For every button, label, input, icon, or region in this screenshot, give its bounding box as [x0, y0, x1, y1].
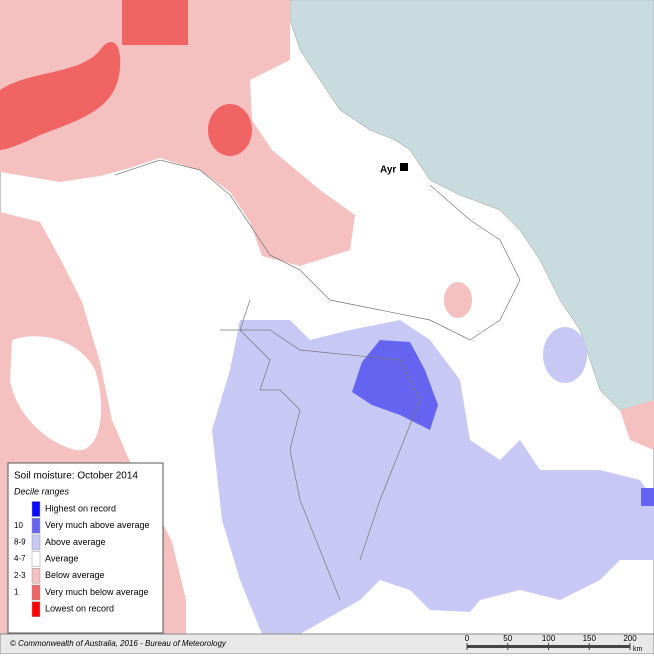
above-average-area [543, 327, 587, 383]
scale-tick-label: 100 [542, 634, 556, 643]
legend-swatch [31, 501, 41, 517]
scale-tick-label: 200 [623, 634, 637, 643]
legend-swatch [31, 568, 41, 584]
legend-label: Below average [45, 570, 105, 580]
legend-swatch [31, 584, 41, 601]
legend-title: Soil moisture: October 2014 [14, 471, 138, 482]
very-much-below-area [0, 41, 121, 150]
legend-code: 10 [14, 521, 23, 530]
scale-tick-label: 50 [503, 634, 512, 643]
below-average-area [620, 400, 654, 450]
average-area [10, 336, 102, 451]
legend-code: 2-3 [14, 571, 26, 580]
legend-label: Lowest on record [45, 604, 114, 614]
catchment-boundary [114, 159, 521, 601]
scale-bar: 0 50 100 150 200 km [465, 634, 643, 653]
very-much-below-area [122, 0, 188, 45]
very-much-above-area [641, 488, 654, 506]
town-marker [400, 163, 408, 171]
scale-tick-label: 0 [465, 634, 470, 643]
legend-code: 1 [14, 588, 19, 597]
legend-swatch [31, 601, 41, 617]
legend-code: 4-7 [14, 554, 26, 563]
below-average-area [444, 282, 472, 318]
scale-unit: km [633, 646, 643, 653]
legend-subtitle: Decile ranges [14, 486, 70, 496]
town-label: Ayr [380, 165, 396, 176]
legend-swatch [31, 517, 41, 534]
credit: © Commonwealth of Australia, 2016 - Bure… [10, 639, 227, 648]
legend-label: Above average [45, 537, 106, 547]
very-much-above-area [352, 340, 438, 430]
legend-label: Average [45, 553, 78, 563]
legend-label: Very much above average [45, 520, 150, 530]
legend: Soil moisture: October 2014 Decile range… [7, 462, 164, 634]
very-much-below-area [208, 104, 252, 156]
scale-tick-label: 150 [583, 634, 597, 643]
legend-label: Very much below average [45, 587, 149, 597]
legend-swatch [31, 551, 41, 567]
legend-swatch [31, 534, 41, 551]
legend-code: 8-9 [14, 538, 26, 547]
legend-label: Highest on record [45, 503, 116, 513]
